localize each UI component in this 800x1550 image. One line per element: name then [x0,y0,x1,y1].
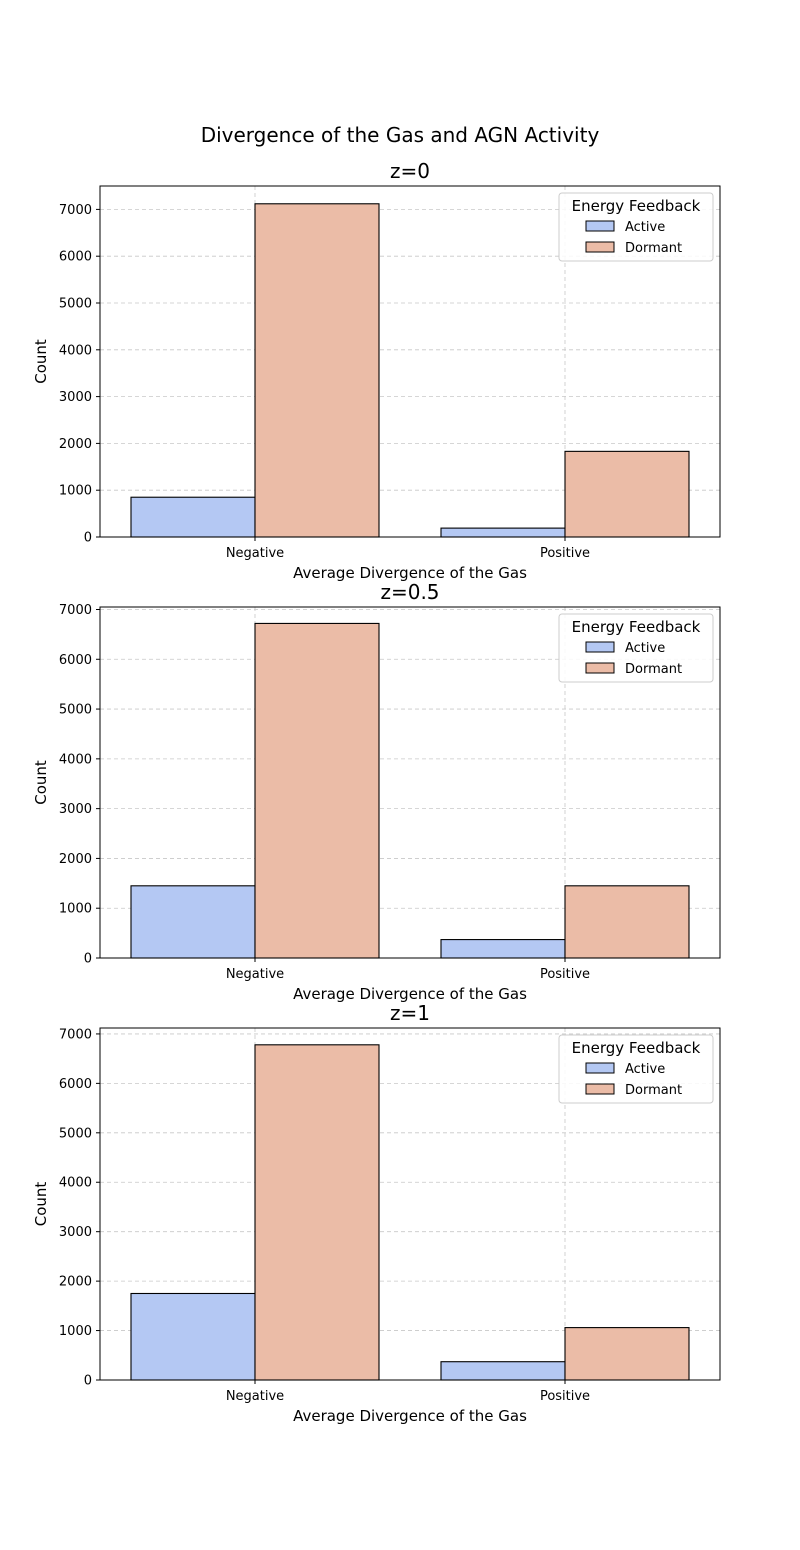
legend-title: Energy Feedback [572,618,701,636]
chart-panel: z=1 0 1000 2000 3000 4000 5000 6000 7000 Negative… [32,1001,721,1425]
figure-title: Divergence of the Gas and AGN Activity [201,123,600,147]
y-tick-label: 3000 [59,1225,92,1240]
x-axis-label: Average Divergence of the Gas [293,564,527,582]
y-axis-label: Count [32,339,50,384]
y-tick-label: 4000 [59,752,92,767]
y-tick-label: 0 [84,1374,92,1389]
bar-active [130,885,256,959]
y-tick-label: 1000 [59,902,92,917]
y-tick-label: 4000 [59,343,92,358]
bar-dormant [564,1327,690,1381]
chart-panel: z=0.5 0 1000 2000 3000 4000 5000 6000 7000 Negati… [32,580,721,1003]
y-tick-label: 5000 [59,297,92,312]
y-tick-label: 6000 [59,250,92,265]
chart-panel: z=0 0 1000 2000 3000 4000 5000 6000 7000 Negative… [32,159,721,582]
bar-dormant [564,450,690,538]
legend-title: Energy Feedback [572,197,701,215]
x-tick-label: Negative [226,546,284,561]
x-axis-label: Average Divergence of the Gas [293,1407,527,1425]
y-tick-label: 5000 [59,703,92,718]
bar-dormant [564,885,690,959]
y-tick-label: 0 [84,952,92,967]
y-tick-label: 6000 [59,653,92,668]
panel-title: z=1 [390,1001,430,1025]
y-tick-label: 4000 [59,1176,92,1191]
legend-title: Energy Feedback [572,1039,701,1057]
legend: Energy Feedback Active Dormant [558,192,714,262]
y-tick-label: 1000 [59,1324,92,1339]
y-tick-label: 2000 [59,852,92,867]
y-tick-label: 2000 [59,437,92,452]
legend-label: Dormant [625,241,682,256]
legend-swatch-dormant [585,241,615,253]
y-axis-label: Count [32,760,50,805]
legend-swatch-active [585,220,615,232]
axes-frame [99,185,721,538]
bar-dormant [254,622,380,959]
bar-active [130,1292,256,1381]
y-tick-label: 7000 [59,1027,92,1042]
x-tick-label: Positive [540,967,590,982]
legend-label: Active [625,220,665,235]
x-tick-label: Positive [540,546,590,561]
legend: Energy Feedback Active Dormant [558,1034,714,1104]
x-tick-label: Positive [540,1389,590,1404]
bar-dormant [254,1044,380,1381]
y-tick-label: 3000 [59,802,92,817]
x-axis-label: Average Divergence of the Gas [293,985,527,1003]
y-tick-label: 3000 [59,390,92,405]
legend-label: Dormant [625,662,682,677]
axes-frame [99,1027,721,1381]
x-tick-label: Negative [226,967,284,982]
y-tick-label: 2000 [59,1275,92,1290]
y-tick-label: 5000 [59,1126,92,1141]
bar-active [440,1361,566,1381]
legend-swatch-dormant [585,1083,615,1095]
bar-active [440,939,566,959]
y-tick-label: 7000 [59,603,92,618]
legend-label: Dormant [625,1083,682,1098]
panel-title: z=0 [390,159,430,183]
y-tick-label: 0 [84,531,92,546]
legend-swatch-active [585,1062,615,1074]
panel-title: z=0.5 [380,580,439,604]
x-tick-label: Negative [226,1389,284,1404]
legend: Energy Feedback Active Dormant [558,613,714,683]
bar-active [130,496,256,538]
y-tick-label: 7000 [59,203,92,218]
y-tick-label: 6000 [59,1077,92,1092]
bar-dormant [254,203,380,538]
axes-frame [99,606,721,959]
legend-label: Active [625,641,665,656]
y-axis-label: Count [32,1182,50,1227]
legend-label: Active [625,1062,665,1077]
y-tick-label: 1000 [59,484,92,499]
legend-swatch-dormant [585,662,615,674]
legend-swatch-active [585,641,615,653]
bar-active [440,527,566,538]
